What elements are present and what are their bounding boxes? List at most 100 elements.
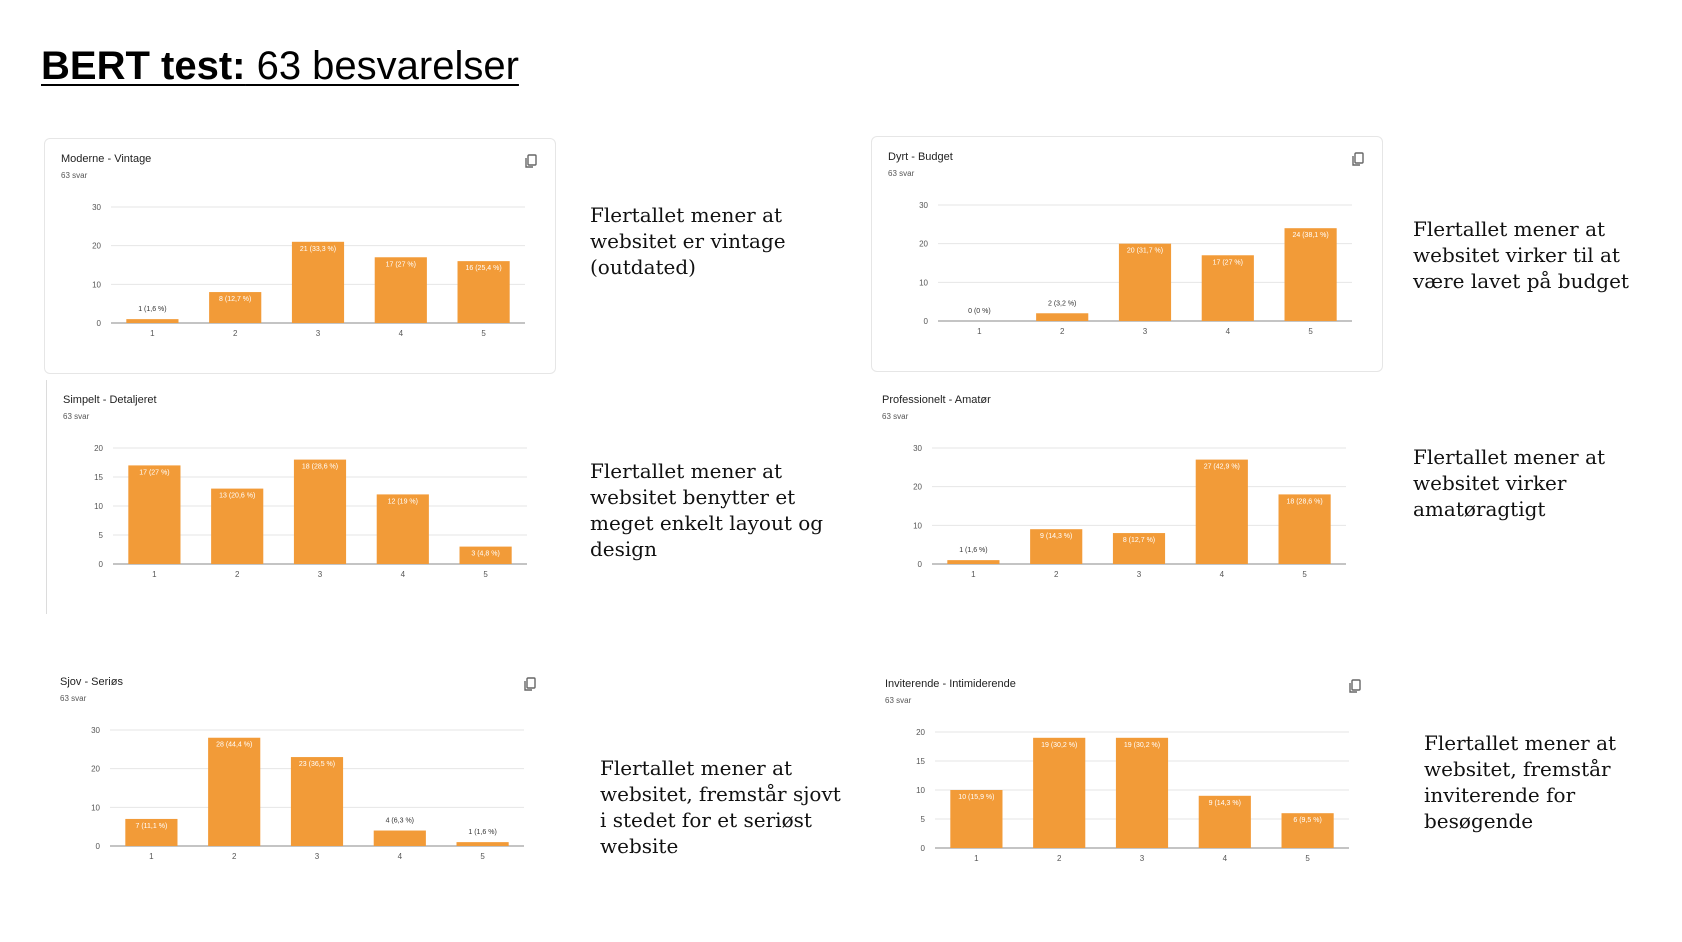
bar-data-label: 24 (38,1 %) [1293, 232, 1329, 239]
caption-line: i stedet for et seriøst [600, 808, 812, 832]
chart-title: Moderne - Vintage [61, 153, 152, 165]
bar [459, 546, 512, 564]
bar-data-label: 17 (27 %) [386, 261, 416, 268]
x-tick-label: 3 [318, 570, 323, 579]
caption-professionelt-amator: Flertallet mener at websitet virker amatør… [1413, 444, 1605, 522]
slide-title: BERT test: 63 besvarelser [41, 42, 519, 90]
chart-card-sjov-serios: Sjov - Seriøs 63 svar 0 10 20 30 7 (11,1 %) 1… [44, 662, 554, 896]
chart-card-professionelt-amator: Professionelt - Amatør 63 svar 0 10 20 30 1 … [866, 380, 1376, 614]
x-tick-label: 2 [1057, 854, 1062, 863]
bar [128, 465, 181, 564]
x-tick-label: 2 [233, 329, 238, 338]
x-tick-label: 2 [235, 570, 240, 579]
x-tick-label: 4 [1226, 327, 1231, 336]
bar [1201, 255, 1254, 321]
x-tick-label: 1 [971, 570, 976, 579]
bar-data-label: 17 (27 %) [139, 469, 169, 476]
bar-chart: 0 10 20 30 1 (1,6 %) 1 9 (14,3 %) 2 8 (12,7 %) 3 2… [913, 444, 1346, 579]
caption-line: være lavet på budget [1413, 269, 1629, 293]
y-tick-label: 20 [91, 765, 100, 774]
x-tick-label: 2 [232, 852, 237, 861]
caption-line: amatøragtigt [1413, 497, 1546, 521]
x-tick-label: 4 [401, 570, 406, 579]
x-tick-label: 1 [149, 852, 154, 861]
bar-data-label: 19 (30,2 %) [1124, 742, 1160, 749]
x-tick-label: 3 [1140, 854, 1145, 863]
bar-data-label: 9 (14,3 %) [1209, 800, 1241, 807]
caption-inviterende-intimiderende: Flertallet mener at websitet, fremstår inv… [1424, 730, 1616, 834]
bar-chart: 0 10 20 30 0 (0 %) 1 2 (3,2 %) 2 20 (31,7 %) 3 17 … [919, 201, 1352, 336]
caption-line: Flertallet mener at [590, 203, 783, 227]
x-tick-label: 4 [398, 852, 403, 861]
x-tick-label: 1 [974, 854, 979, 863]
x-tick-label: 2 [1060, 327, 1065, 336]
x-tick-label: 1 [150, 329, 155, 338]
chart-response-count: 63 svar [882, 412, 909, 421]
chart-card-inviterende-intimiderende: Inviterende - Intimiderende 63 svar 0 5 10… [869, 664, 1379, 898]
x-tick-label: 4 [1220, 570, 1225, 579]
y-tick-label: 10 [92, 280, 101, 289]
x-tick-label: 1 [977, 327, 982, 336]
bar [208, 737, 261, 846]
copy-icon[interactable] [522, 676, 538, 692]
chart-response-count: 63 svar [60, 694, 87, 703]
bar-data-label: 8 (12,7 %) [219, 296, 251, 303]
chart-title: Sjov - Seriøs [60, 676, 123, 688]
caption-line: websitet benytter et [590, 485, 796, 509]
caption-line: besøgende [1424, 809, 1534, 833]
bar-data-label: 8 (12,7 %) [1123, 537, 1155, 544]
x-tick-label: 5 [483, 570, 488, 579]
bar-data-label: 3 (4,8 %) [471, 551, 499, 558]
bar [209, 292, 262, 323]
bar-chart: 0 10 20 30 1 (1,6 %) 1 8 (12,7 %) 2 21 (33,3 %) 3… [92, 203, 525, 338]
copy-icon[interactable] [1350, 151, 1366, 167]
x-tick-label: 5 [1308, 327, 1313, 336]
y-tick-label: 0 [924, 317, 929, 326]
bar [1281, 813, 1334, 848]
y-tick-label: 15 [94, 473, 103, 482]
slide-title-rest: 63 besvarelser [245, 44, 519, 88]
caption-line: Flertallet mener at [1413, 445, 1606, 469]
caption-line: Flertallet mener at [600, 756, 793, 780]
bar [291, 241, 345, 323]
bar [1036, 313, 1089, 321]
chart-response-count: 63 svar [61, 171, 88, 180]
bar [376, 494, 429, 564]
bar [456, 842, 509, 846]
y-tick-label: 10 [916, 786, 925, 795]
caption-line: Flertallet mener at [1413, 217, 1606, 241]
copy-icon[interactable] [1347, 678, 1363, 694]
chart-title: Professionelt - Amatør [882, 394, 991, 406]
bar-data-label: 13 (20,6 %) [219, 493, 255, 500]
x-tick-label: 3 [315, 852, 320, 861]
caption-simpelt-detaljeret: Flertallet mener at websitet benytter et m… [590, 458, 823, 562]
bar [293, 459, 347, 564]
y-tick-label: 30 [913, 444, 922, 453]
caption-line: Flertallet mener at [590, 459, 783, 483]
x-tick-label: 3 [1143, 327, 1148, 336]
bar [947, 560, 1000, 564]
x-tick-label: 3 [1137, 570, 1142, 579]
y-tick-label: 30 [92, 203, 101, 212]
copy-icon[interactable] [523, 153, 539, 169]
y-tick-label: 20 [913, 483, 922, 492]
y-tick-label: 20 [94, 444, 103, 453]
caption-line: websitet, fremstår sjovt [600, 782, 841, 806]
y-tick-label: 30 [91, 726, 100, 735]
bar-chart: 0 10 20 30 7 (11,1 %) 1 28 (44,4 %) 2 23 (36,5 %… [91, 726, 524, 861]
bar-data-label: 19 (30,2 %) [1041, 742, 1077, 749]
bar-chart: 0 5 10 15 20 10 (15,9 %) 1 19 (30,2 %) 2 19 (30,2… [916, 728, 1349, 863]
bar [211, 488, 264, 564]
y-tick-label: 10 [94, 502, 103, 511]
y-tick-label: 15 [916, 757, 925, 766]
bar-data-label: 17 (27 %) [1213, 259, 1243, 266]
y-tick-label: 5 [99, 531, 104, 540]
bar-data-label: 4 (6,3 %) [386, 818, 414, 825]
y-tick-label: 10 [913, 521, 922, 530]
chart-card-moderne-vintage: Moderne - Vintage 63 svar 0 10 20 30 1 (1,6 … [44, 138, 556, 374]
y-tick-label: 0 [97, 319, 102, 328]
caption-line: design [590, 537, 657, 561]
x-tick-label: 5 [481, 329, 486, 338]
bar [1033, 737, 1086, 848]
caption-line: meget enkelt layout og [590, 511, 824, 535]
